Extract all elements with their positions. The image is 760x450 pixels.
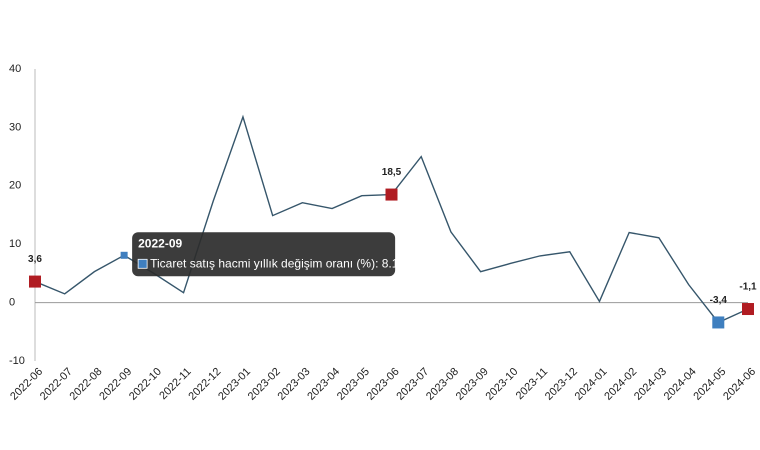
marker	[712, 316, 725, 329]
tooltip-value: 8.1	[382, 256, 399, 270]
y-tick-label: 40	[9, 63, 21, 75]
data-label: -3,4	[710, 295, 728, 306]
tooltip-text: Ticaret satış hacmi yıllık değişim oranı…	[150, 256, 399, 270]
tooltip: 2022-09 Ticaret satış hacmi yıllık değiş…	[132, 232, 399, 277]
tooltip-swatch	[137, 258, 148, 269]
data-label: 18,5	[382, 167, 402, 178]
y-tick-label: -10	[9, 355, 25, 367]
hover-marker	[120, 251, 128, 259]
tooltip-box	[132, 232, 396, 277]
y-tick-label: 0	[9, 297, 15, 309]
x-tick-label: 2022-10	[127, 366, 164, 403]
marker	[742, 303, 754, 316]
x-tick-label: 2024-06	[721, 366, 758, 403]
data-label: -1,1	[739, 282, 757, 293]
y-tick-label: 30	[9, 121, 21, 133]
data-label: 3,6	[28, 254, 42, 265]
separator: :	[375, 256, 382, 270]
marker	[385, 188, 398, 201]
marker	[29, 275, 41, 288]
tooltip-title: 2022-09	[138, 236, 182, 250]
series-line	[34, 114, 749, 324]
y-tick-label: 10	[9, 238, 21, 250]
tooltip-series: Ticaret satış hacmi yıllık değişim oranı…	[150, 256, 375, 270]
y-tick-label: 20	[9, 180, 21, 192]
x-tick-label: 2023-10	[483, 366, 520, 403]
